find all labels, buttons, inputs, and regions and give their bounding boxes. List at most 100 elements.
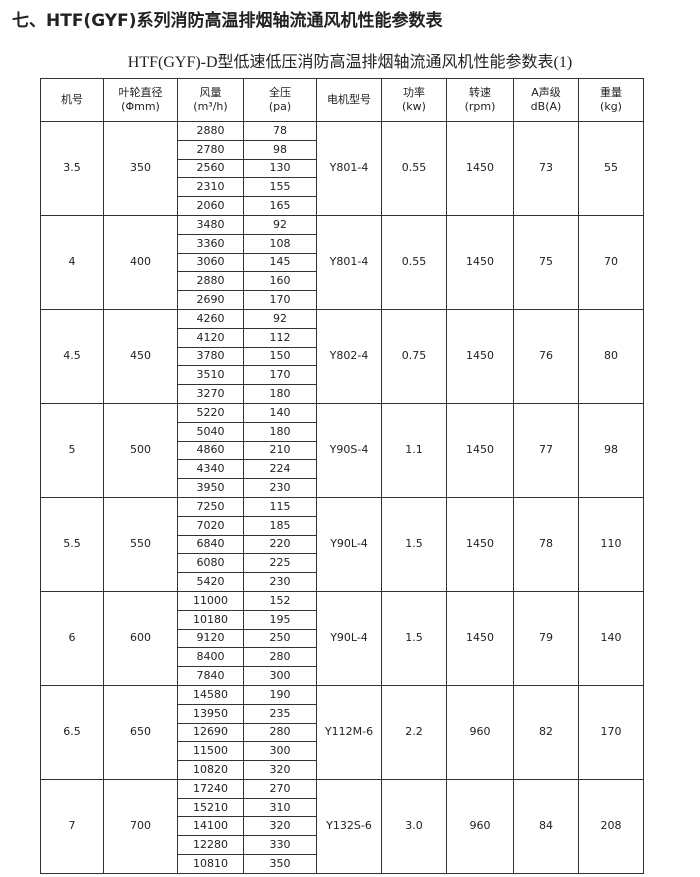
data-row: 5040 180 [41,421,644,442]
flow-cell: 14100 [177,816,244,837]
power-cell: 1.5 [381,590,447,686]
pressure-cell: 185 [243,515,317,536]
motor-cell: Y802-4 [316,308,382,404]
power-cell: 0.75 [381,308,447,404]
flow-cell: 5220 [177,402,244,423]
pressure-cell: 190 [243,684,317,705]
flow-cell: 11000 [177,590,244,611]
pressure-cell: 300 [243,741,317,762]
data-row: 6 600 11000 152 Y90L-4 1.5 1450 79 140 [40,590,644,686]
diameter-cell: 350 [103,121,178,216]
header-text: 风量 [199,86,222,99]
noise-cell: 84 [513,778,579,874]
flow-cell: 7840 [177,666,244,686]
flow-cell: 2310 [177,177,244,198]
weight-cell: 98 [578,402,644,498]
data-row: 14100 320 [41,816,644,837]
flow-cell: 13950 [177,703,244,724]
diameter-cell: 500 [103,402,178,498]
header-cell: 风量 (m³/h) [177,78,244,122]
data-row: 7020 185 [41,515,644,536]
no-cell: 6 [40,590,104,686]
header-cell: 叶轮直径 (Φmm) [103,78,178,122]
header-text: (kw) [402,100,426,113]
noise-cell: 78 [513,496,579,592]
data-row: 5.5 550 7250 115 Y90L-4 1.5 1450 78 110 [40,496,644,592]
pressure-cell: 225 [243,553,317,574]
speed-cell: 1450 [446,590,514,686]
weight-cell: 140 [578,590,644,686]
power-cell: 1.5 [381,496,447,592]
pressure-cell: 330 [243,835,317,856]
speed-cell: 1450 [446,308,514,404]
flow-cell: 12690 [177,722,244,743]
flow-cell: 9120 [177,628,244,649]
flow-cell: 7020 [177,515,244,536]
table-title: HTF(GYF)-D型低速低压消防高温排烟轴流通风机性能参数表(1) [127,54,573,71]
flow-cell: 3060 [177,252,244,273]
no-cell: 5 [40,402,104,498]
data-row: 2880 160 [41,271,644,292]
flow-cell: 5420 [177,572,244,592]
noise-cell: 76 [513,308,579,404]
flow-cell: 6080 [177,553,244,574]
header-text: (kg) [600,100,622,113]
diameter-cell: 650 [103,684,178,780]
noise-cell: 79 [513,590,579,686]
header-text: 转速 [469,86,491,99]
pressure-cell: 140 [243,402,317,423]
speed-cell: 1450 [446,121,514,216]
data-row: 7 700 17240 270 Y132S-6 3.0 960 84 208 [40,778,644,874]
speed-cell: 1450 [446,214,514,310]
power-cell: 0.55 [381,214,447,310]
data-row: 13950 235 [41,703,644,724]
page-title: 七、HTF(GYF)系列消防高温排烟轴流通风机性能参数表 [12,11,443,31]
flow-cell: 10810 [177,854,244,874]
pressure-cell: 160 [243,271,317,292]
motor-cell: Y112M-6 [316,684,382,780]
header-cell: 机号 [40,78,104,122]
data-row: 4.5 450 4260 92 Y802-4 0.75 1450 76 80 [40,308,644,404]
flow-cell: 17240 [177,778,244,799]
data-row: 2310 155 [41,177,644,198]
flow-cell: 3480 [177,214,244,235]
pressure-cell: 98 [243,139,317,160]
data-row: 9120 250 [41,628,644,649]
flow-cell: 2880 [177,271,244,292]
pressure-cell: 180 [243,384,317,404]
data-row: 10810 350 [41,854,644,874]
flow-cell: 4260 [177,308,244,329]
noise-cell: 77 [513,402,579,498]
flow-cell: 8400 [177,647,244,668]
header-cell: A声级 dB(A) [513,78,579,122]
flow-cell: 10820 [177,760,244,780]
header-cell: 功率 (kw) [381,78,447,122]
flow-cell: 2060 [177,196,244,216]
pressure-cell: 270 [243,778,317,799]
power-cell: 0.55 [381,121,447,216]
diameter-cell: 700 [103,778,178,874]
flow-cell: 15210 [177,797,244,818]
power-cell: 1.1 [381,402,447,498]
no-cell: 4.5 [40,308,104,404]
motor-cell: Y90L-4 [316,496,382,592]
data-row: 6080 225 [41,553,644,574]
weight-cell: 208 [578,778,644,874]
pressure-cell: 350 [243,854,317,874]
header-text: 电机型号 [327,93,371,106]
motor-cell: Y90L-4 [316,590,382,686]
no-cell: 6.5 [40,684,104,780]
data-row: 4 400 3480 92 Y801-4 0.55 1450 75 70 [40,214,644,310]
data-row: 3510 170 [41,365,644,386]
data-row: 3780 150 [41,346,644,367]
no-cell: 3.5 [40,121,104,216]
pressure-cell: 150 [243,346,317,367]
pressure-cell: 280 [243,722,317,743]
header-text: 全压 [269,86,291,99]
pressure-cell: 180 [243,421,317,442]
noise-cell: 82 [513,684,579,780]
data-row: 11500 300 [41,741,644,762]
header-cell: 电机型号 [316,78,382,122]
flow-cell: 3510 [177,365,244,386]
header-row: 机号 叶轮直径 (Φmm) 风量 (m³/h) 全压 (pa) 电机型号 功率 (kw) 转速 (rp… [40,78,644,122]
